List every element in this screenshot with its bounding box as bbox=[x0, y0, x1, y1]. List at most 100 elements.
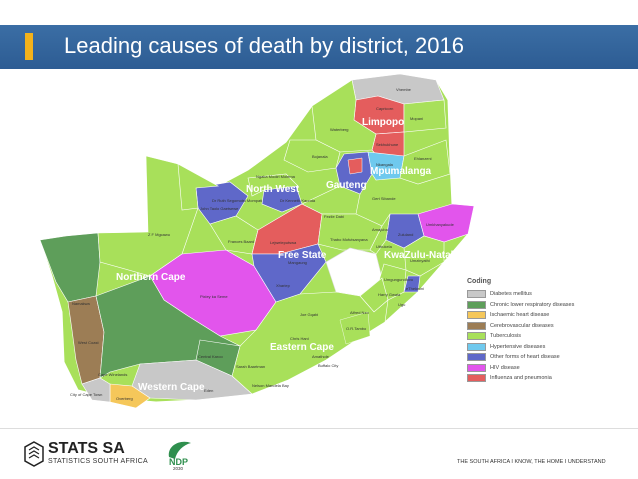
label-mopani: Mopani bbox=[410, 116, 423, 121]
label-xhariep: Xhariep bbox=[276, 283, 291, 288]
region-ethekwini bbox=[403, 275, 421, 293]
label-umgungundlovu: Umgungundlovu bbox=[384, 277, 413, 282]
label-vhembe: Vhembe bbox=[396, 87, 412, 92]
label-umkhanyakude: Umkhanyakude bbox=[426, 222, 455, 227]
legend-label: Hypertensive diseases bbox=[490, 343, 546, 350]
label-amathole: Amathole bbox=[312, 354, 330, 359]
label-thabo-mofutsanyana: Thabo Mofutsanyana bbox=[330, 237, 368, 242]
legend-label: Diabetes mellitus bbox=[490, 291, 532, 298]
label-western-cape: Western Cape bbox=[138, 382, 205, 393]
legend-item: Influenza and pneumonia bbox=[467, 373, 597, 384]
legend-swatch bbox=[467, 363, 486, 372]
ndp-logo-icon: NDP 2030 bbox=[168, 441, 191, 471]
region-ehlanzeni bbox=[399, 139, 451, 185]
label-free-state: Free State bbox=[278, 250, 327, 261]
label-capricorn: Capricorn bbox=[376, 106, 393, 111]
legend-title: Coding bbox=[467, 278, 492, 285]
label-eastern-cape: Eastern Cape bbox=[270, 342, 334, 353]
region-xhariep bbox=[251, 243, 327, 303]
region-nkangala bbox=[367, 151, 405, 181]
org-name: STATS SA bbox=[48, 440, 125, 457]
org-subtitle: STATISTICS SOUTH AFRICA bbox=[48, 458, 148, 465]
region-john-taolo-gaetsewe bbox=[177, 163, 220, 211]
stats-sa-logo-icon bbox=[24, 441, 44, 467]
label-eden: Eden bbox=[204, 388, 213, 393]
legend: Coding Diabetes mellitus Chronic lower re… bbox=[467, 278, 597, 384]
label-ngaka-modiri-molema: Ngaka Modiri Molema bbox=[256, 174, 296, 179]
slide-title: Leading causes of death by district, 201… bbox=[64, 33, 464, 58]
label-northern-cape: Northern Cape bbox=[116, 272, 186, 283]
legend-item: Chronic lower respiratory diseases bbox=[467, 300, 597, 311]
title-bar bbox=[0, 25, 638, 69]
label-namakwa: Namakwa bbox=[72, 301, 91, 306]
label-ugu: Ugu bbox=[398, 302, 405, 307]
region-north-west-central bbox=[247, 173, 299, 197]
legend-label: Influenza and pneumonia bbox=[490, 375, 552, 382]
region-city-of-cape-town bbox=[81, 377, 111, 403]
region-fezile-dabi bbox=[301, 185, 361, 215]
label-cape-winelands: Cape Winelands bbox=[98, 372, 127, 377]
label-fezile-dabi: Fezile Dabi bbox=[324, 214, 344, 219]
label-sekhukhune: Sekhukhune bbox=[376, 142, 399, 147]
label-sarah-baartman: Sarah Baartman bbox=[236, 364, 265, 369]
ndp-year: 2030 bbox=[173, 466, 184, 471]
region-mopani bbox=[403, 99, 447, 133]
legend-label: Chronic lower respiratory diseases bbox=[490, 301, 575, 308]
label-bojanala: Bojanala bbox=[312, 154, 328, 159]
legend-item: Other forms of heart disease bbox=[467, 352, 597, 363]
footer-tagline: THE SOUTH AFRICA I KNOW, THE HOME I UNDE… bbox=[457, 459, 606, 465]
label-north-west: North West bbox=[246, 184, 300, 195]
legend-swatch bbox=[467, 342, 486, 351]
legend-swatch bbox=[467, 300, 486, 309]
legend-swatch bbox=[467, 332, 486, 341]
label-umzinyathi: Umzinyathi bbox=[410, 258, 430, 263]
label-nelson-mandela-bay: Nelson Mandela Bay bbox=[252, 383, 289, 388]
legend-label: HIV disease bbox=[490, 364, 520, 371]
label-lejweleputswa: Lejweleputswa bbox=[270, 240, 297, 245]
label-city-of-cape-town: City of Cape Town bbox=[70, 392, 102, 397]
label-waterberg: Waterberg bbox=[330, 127, 349, 132]
south-africa-map: Limpopo Mpumalanga Gauteng North West Fr… bbox=[39, 73, 475, 409]
label-mpumalanga: Mpumalanga bbox=[370, 166, 432, 177]
legend-item: Cerebrovascular diseases bbox=[467, 321, 597, 332]
label-chris-hani: Chris Hani bbox=[290, 336, 309, 341]
legend-item: Tuberculosis bbox=[467, 331, 597, 342]
label-frances-baard: Frances Baard bbox=[228, 239, 254, 244]
legend-item: Hypertensive diseases bbox=[467, 342, 597, 353]
label-john-taolo-gaetsewe: John Taolo Gaetsewe bbox=[200, 206, 239, 211]
region-bojanala bbox=[283, 139, 341, 173]
legend-label: Tuberculosis bbox=[490, 333, 521, 340]
label-zululand: Zululand bbox=[398, 232, 413, 237]
legend-swatch bbox=[467, 353, 486, 362]
label-west-coast: West Coast bbox=[78, 340, 99, 345]
label-ehlanzeni: Ehlanzeni bbox=[414, 156, 432, 161]
label-dr-ruth-segomotsi-mompati: Dr Ruth Segomotsi Mompati bbox=[212, 198, 262, 203]
label-limpopo: Limpopo bbox=[362, 117, 404, 128]
label-mangaung: Mangaung bbox=[288, 260, 307, 265]
label-amajuba: Amajuba bbox=[372, 227, 389, 232]
label-joe-gqabi: Joe Gqabi bbox=[300, 312, 318, 317]
legend-swatch bbox=[467, 311, 486, 320]
label-ethekwini: eThekwini bbox=[406, 286, 424, 291]
label-gert-sibande: Gert Sibande bbox=[372, 196, 396, 201]
region-uthukela bbox=[369, 213, 391, 255]
label-overberg: Overberg bbox=[116, 396, 133, 401]
label-kwazulu-natal: KwaZulu-Natal bbox=[384, 250, 454, 261]
legend-swatch bbox=[467, 374, 486, 383]
label-zf-mgcawu: Z F Mgcawu bbox=[148, 232, 170, 237]
legend-swatch bbox=[467, 290, 486, 299]
legend-items: Diabetes mellitus Chronic lower respirato… bbox=[467, 289, 597, 384]
label-or-tambo: O.R.Tambo bbox=[346, 326, 367, 331]
label-gauteng: Gauteng bbox=[326, 180, 367, 191]
region-namakwa bbox=[39, 232, 101, 303]
label-pixley-ka-seme: Pixley ka Seme bbox=[200, 294, 228, 299]
legend-swatch bbox=[467, 321, 486, 330]
label-nkangala: Nkangala bbox=[376, 162, 394, 167]
legend-item: HIV disease bbox=[467, 363, 597, 374]
label-alfred-nzo: Alfred Nzo bbox=[350, 310, 369, 315]
label-harry-gwala: Harry Gwala bbox=[378, 292, 401, 297]
legend-label: Other forms of heart disease bbox=[490, 354, 560, 361]
region-gauteng-north bbox=[347, 157, 363, 175]
region-or-tambo bbox=[339, 311, 371, 345]
legend-item: Diabetes mellitus bbox=[467, 289, 597, 300]
